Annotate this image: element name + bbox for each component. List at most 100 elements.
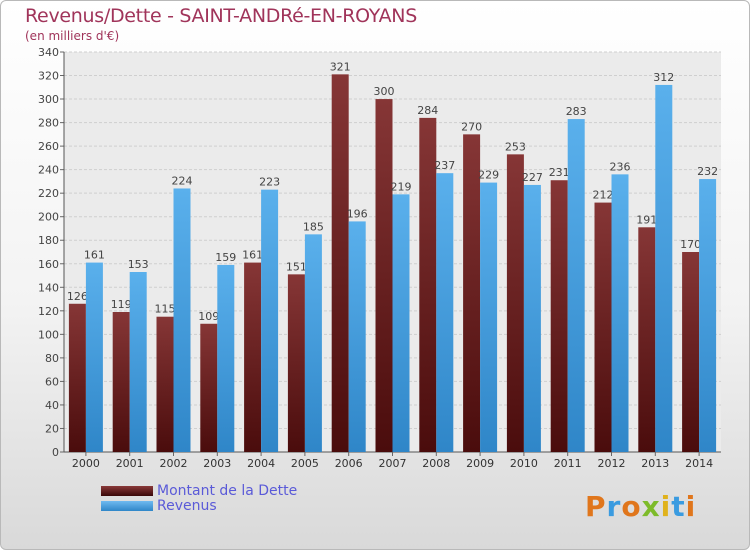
bar-dette: [68, 303, 86, 452]
legend-swatch-dette: [101, 486, 153, 496]
y-tick-label: 260: [38, 140, 59, 153]
legend-label-dette: Montant de la Dette: [157, 483, 298, 499]
logo-letter: o: [621, 490, 642, 523]
data-label-revenus: 224: [172, 174, 193, 187]
x-tick-label: 2003: [203, 457, 231, 470]
data-label-dette: 151: [286, 260, 307, 273]
x-tick-label: 2014: [685, 457, 713, 470]
y-tick-label: 160: [38, 258, 59, 271]
bar-revenus: [392, 194, 410, 452]
x-tick-label: 2006: [335, 457, 363, 470]
data-label-dette: 321: [330, 60, 351, 73]
bar-revenus: [261, 189, 279, 452]
y-tick-label: 340: [38, 46, 59, 59]
data-label-revenus: 312: [653, 71, 674, 84]
y-tick-label: 100: [38, 328, 59, 341]
bar-dette: [550, 180, 568, 452]
bar-dette: [112, 312, 130, 452]
x-tick-label: 2002: [160, 457, 188, 470]
y-tick-label: 300: [38, 93, 59, 106]
bar-revenus: [480, 182, 498, 452]
y-tick-label: 240: [38, 164, 59, 177]
data-label-dette: 119: [111, 298, 132, 311]
data-label-revenus: 237: [434, 159, 455, 172]
chart-subtitle: (en milliers d'€): [25, 29, 120, 43]
bar-revenus: [567, 119, 585, 452]
data-label-dette: 212: [593, 189, 614, 202]
y-tick-label: 120: [38, 305, 59, 318]
x-tick-label: 2007: [379, 457, 407, 470]
data-label-dette: 161: [242, 249, 263, 262]
bar-revenus: [655, 84, 673, 453]
data-label-revenus: 219: [391, 180, 412, 193]
data-label-revenus: 227: [522, 171, 543, 184]
data-label-revenus: 223: [259, 176, 280, 189]
bar-dette: [331, 74, 349, 453]
logo-letter: P: [585, 490, 607, 523]
bar-dette: [638, 227, 656, 452]
logo-letter: i: [660, 490, 672, 523]
logo-letter: t: [671, 490, 686, 523]
bar-dette: [419, 117, 437, 452]
y-tick-label: 180: [38, 234, 59, 247]
x-tick-label: 2011: [554, 457, 582, 470]
data-label-dette: 170: [680, 238, 701, 251]
data-label-dette: 191: [636, 213, 657, 226]
data-label-dette: 115: [155, 303, 176, 316]
bar-dette: [244, 262, 262, 452]
bar-dette: [463, 134, 481, 452]
y-tick-label: 20: [45, 422, 59, 435]
bar-revenus: [611, 174, 629, 452]
data-label-dette: 284: [417, 104, 438, 117]
data-label-dette: 109: [198, 310, 219, 323]
bar-revenus: [348, 221, 366, 452]
data-label-revenus: 161: [84, 249, 105, 262]
data-label-dette: 126: [67, 290, 88, 303]
x-tick-label: 2012: [598, 457, 626, 470]
bar-revenus: [129, 272, 147, 452]
bar-dette: [200, 323, 218, 452]
data-label-revenus: 283: [566, 105, 587, 118]
y-tick-label: 320: [38, 70, 59, 83]
y-tick-label: 280: [38, 117, 59, 130]
bar-revenus: [85, 262, 103, 452]
bar-dette: [682, 252, 700, 452]
bar-revenus: [173, 188, 191, 452]
data-label-dette: 300: [374, 85, 395, 98]
y-tick-label: 200: [38, 211, 59, 224]
bar-revenus: [699, 179, 717, 452]
x-tick-label: 2004: [247, 457, 275, 470]
y-tick-label: 0: [52, 446, 59, 459]
chart-title: Revenus/Dette - SAINT-ANDRé-EN-ROYANS: [25, 5, 417, 27]
data-label-revenus: 196: [347, 207, 368, 220]
bar-revenus: [436, 173, 454, 453]
data-label-revenus: 153: [128, 258, 149, 271]
y-tick-label: 80: [45, 352, 59, 365]
data-label-revenus: 232: [697, 165, 718, 178]
data-label-revenus: 229: [478, 169, 499, 182]
x-tick-label: 2013: [641, 457, 669, 470]
proxiti-logo: Proxiti: [585, 490, 696, 523]
data-label-dette: 270: [461, 120, 482, 133]
y-tick-label: 140: [38, 281, 59, 294]
bar-dette: [156, 316, 174, 452]
y-tick-label: 40: [45, 399, 59, 412]
y-tick-label: 220: [38, 187, 59, 200]
data-label-revenus: 185: [303, 220, 324, 233]
bar-dette: [375, 99, 393, 452]
x-tick-label: 2000: [72, 457, 100, 470]
legend-label-revenus: Revenus: [157, 498, 217, 514]
bar-revenus: [304, 234, 322, 452]
bar-dette: [506, 154, 524, 452]
data-label-revenus: 159: [215, 251, 236, 264]
x-tick-label: 2010: [510, 457, 538, 470]
data-label-revenus: 236: [610, 160, 631, 173]
data-label-dette: 231: [549, 166, 570, 179]
x-tick-label: 2009: [466, 457, 494, 470]
y-tick-label: 60: [45, 375, 59, 388]
bar-dette: [287, 274, 305, 452]
logo-letter: i: [685, 490, 697, 523]
bar-dette: [594, 202, 612, 452]
